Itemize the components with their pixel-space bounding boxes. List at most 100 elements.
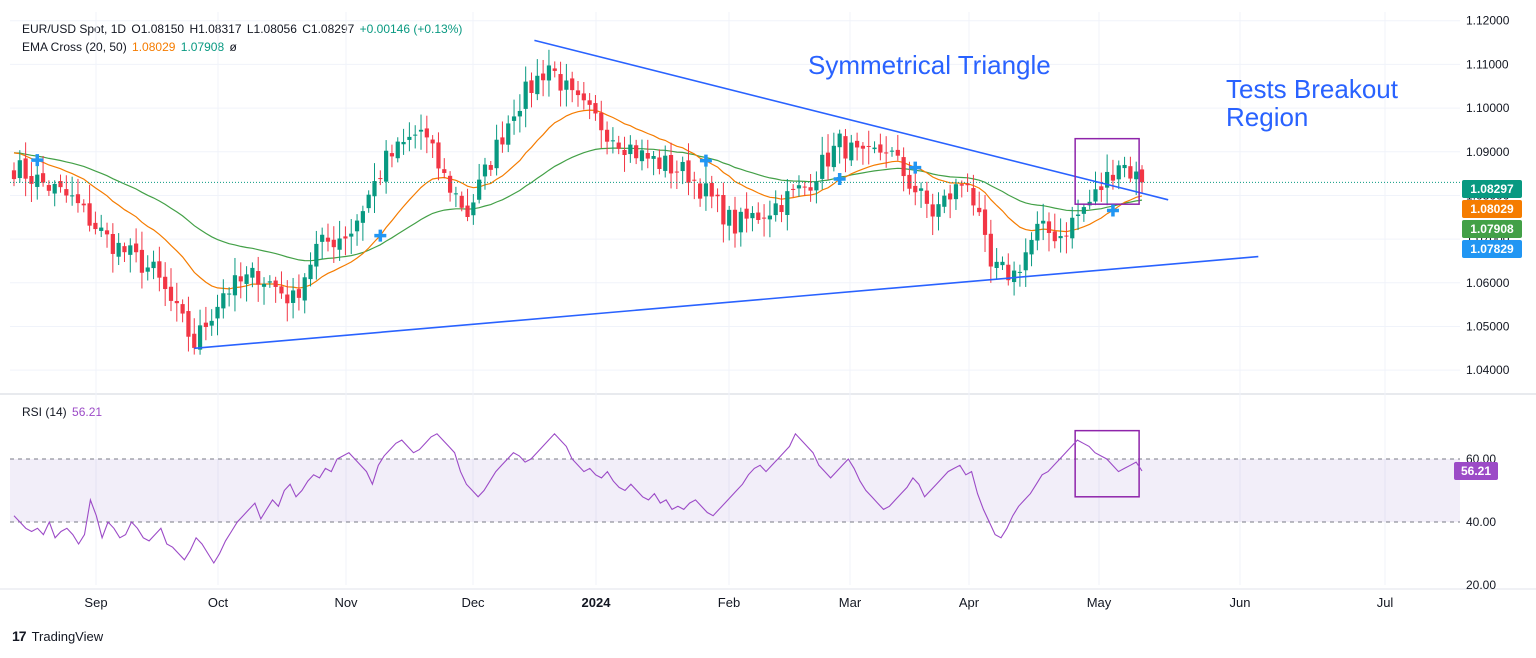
axis-price-text-last: 1.08297 bbox=[1470, 182, 1514, 196]
candle-body bbox=[680, 161, 685, 172]
highlight-boxes bbox=[1074, 137, 1140, 498]
ema50-value: 1.07908 bbox=[180, 40, 225, 54]
candle-body bbox=[477, 179, 482, 200]
rsi-value: 56.21 bbox=[72, 405, 103, 419]
candle-body bbox=[331, 239, 336, 248]
candle-body bbox=[145, 267, 150, 272]
candle-body bbox=[395, 141, 400, 159]
candle-body bbox=[785, 191, 790, 215]
price-tick-label: 1.06000 bbox=[1466, 276, 1510, 290]
candle-body bbox=[884, 152, 889, 154]
candle-body bbox=[168, 286, 174, 301]
candle-body bbox=[151, 261, 156, 269]
candle-body bbox=[279, 286, 284, 294]
price-tick-label: 1.12000 bbox=[1466, 14, 1510, 28]
candle-body bbox=[814, 181, 819, 191]
candle-body bbox=[99, 227, 104, 231]
ohlc-high: H1.08317 bbox=[189, 22, 242, 36]
candle-body bbox=[837, 133, 842, 148]
trendlines bbox=[194, 39, 1259, 350]
candle-body bbox=[820, 154, 825, 179]
rsi-label[interactable]: RSI (14) bbox=[22, 405, 67, 419]
candle-body bbox=[622, 149, 627, 156]
time-tick-label: Nov bbox=[334, 595, 358, 610]
candle-body bbox=[64, 189, 69, 196]
candle-body bbox=[727, 209, 732, 226]
breakout-annotation-line2: Region bbox=[1226, 102, 1308, 132]
candle-body bbox=[849, 142, 854, 161]
time-tick-label: Jul bbox=[1377, 595, 1394, 610]
candle-body bbox=[250, 267, 255, 278]
candle-body bbox=[843, 136, 848, 159]
candle-body bbox=[70, 195, 75, 197]
price-tick-label: 1.11000 bbox=[1466, 57, 1509, 71]
candle-body bbox=[139, 249, 145, 273]
candle-body bbox=[674, 171, 679, 173]
candle-body bbox=[971, 188, 976, 206]
candle-body bbox=[244, 274, 249, 284]
candle-body bbox=[878, 144, 883, 153]
candle-body bbox=[500, 137, 505, 145]
ema-hidden-icon[interactable]: ø bbox=[229, 40, 237, 54]
time-tick-label: Sep bbox=[84, 595, 107, 610]
axis-price-text-cross: 1.07829 bbox=[1470, 242, 1514, 256]
triangle-annotation: Symmetrical Triangle bbox=[808, 50, 1051, 80]
candle-body bbox=[128, 245, 133, 255]
axis-rsi-text: 56.21 bbox=[1461, 464, 1491, 478]
ema-label[interactable]: EMA Cross (20, 50) bbox=[22, 40, 127, 54]
rsi-tick-label: 20.00 bbox=[1466, 578, 1496, 592]
price-highlight-box bbox=[1074, 137, 1140, 205]
candle-body bbox=[593, 103, 598, 114]
candle-body bbox=[703, 183, 709, 197]
candle-body bbox=[918, 188, 924, 191]
candle-body bbox=[471, 202, 476, 216]
candle-body bbox=[802, 186, 807, 188]
candle-body bbox=[494, 139, 499, 169]
candle-body bbox=[982, 209, 988, 235]
price-tick-label: 1.09000 bbox=[1466, 145, 1510, 159]
candle-body bbox=[81, 203, 86, 206]
candle-body bbox=[1075, 214, 1081, 216]
candle-body bbox=[1023, 252, 1028, 271]
symbol-name[interactable]: EUR/USD Spot, 1D bbox=[22, 22, 127, 36]
candle-body bbox=[1000, 261, 1005, 266]
ema-lines bbox=[13, 109, 1143, 290]
ema-cross-marker bbox=[1106, 204, 1119, 217]
candle-body bbox=[232, 275, 238, 296]
candle-body bbox=[29, 175, 34, 184]
candle-body bbox=[273, 280, 278, 287]
candle-body bbox=[40, 173, 46, 183]
rsi-band-fill bbox=[10, 459, 1460, 522]
ema-cross-markers bbox=[31, 154, 1119, 242]
rsi-polyline bbox=[13, 432, 1143, 565]
candle-body bbox=[221, 293, 226, 309]
axis-price-tag-last bbox=[1462, 180, 1522, 198]
candle-body bbox=[35, 174, 40, 187]
candle-body bbox=[482, 164, 488, 177]
candle-body bbox=[907, 174, 912, 189]
candle-body bbox=[389, 153, 395, 157]
candle-body bbox=[203, 322, 208, 328]
candle-body bbox=[965, 183, 970, 186]
candle-body bbox=[418, 129, 424, 132]
tradingview-logo[interactable]: 17 TradingView bbox=[12, 628, 103, 644]
axis-price-tag-ema20 bbox=[1462, 200, 1522, 218]
price-tick-label: 1.10000 bbox=[1466, 101, 1510, 115]
candle-body bbox=[575, 90, 581, 96]
candle-body bbox=[639, 150, 645, 162]
candle-body bbox=[959, 184, 964, 186]
candle-body bbox=[779, 205, 784, 213]
rsi-highlight-box bbox=[1074, 429, 1140, 498]
candle-body bbox=[1081, 207, 1086, 214]
candle-body bbox=[715, 194, 720, 197]
candle-body bbox=[11, 170, 17, 180]
candle-body bbox=[599, 112, 604, 131]
candle-body bbox=[343, 236, 348, 239]
trendline-lower bbox=[194, 255, 1259, 350]
candle-body bbox=[186, 311, 191, 337]
candle-body bbox=[1017, 271, 1023, 273]
candle-body bbox=[831, 145, 836, 168]
ohlc-low: L1.08056 bbox=[246, 22, 297, 36]
candle-body bbox=[1122, 164, 1127, 169]
